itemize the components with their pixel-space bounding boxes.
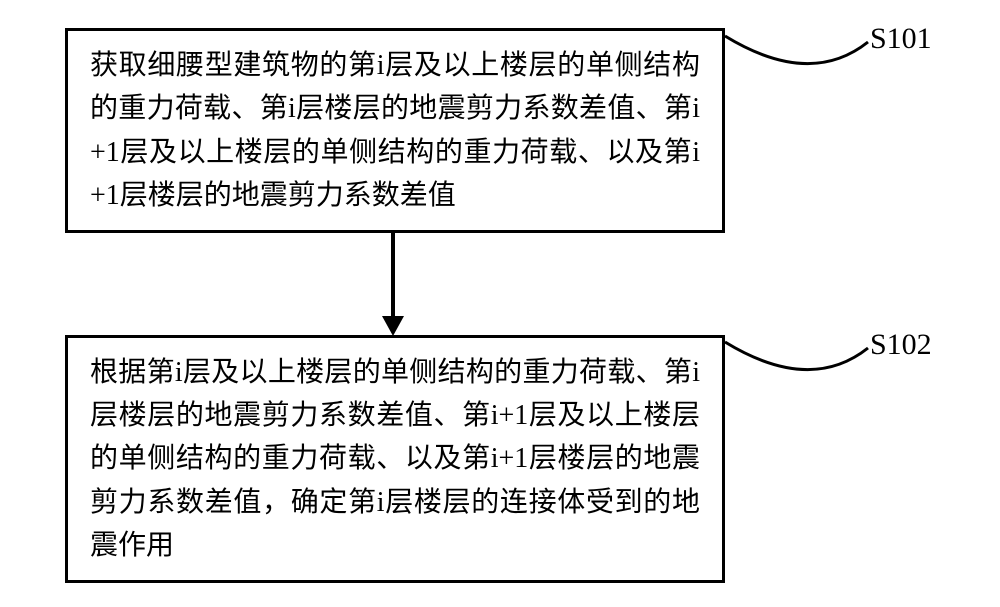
flow-arrow-line	[391, 233, 395, 316]
step-label-s102: S102	[870, 328, 932, 362]
connector-1	[720, 31, 873, 93]
flow-step-2: 根据第i层及以上楼层的单侧结构的重力荷载、第i层楼层的地震剪力系数差值、第i+1…	[65, 335, 725, 583]
connector-2	[720, 337, 873, 399]
step-label-s101: S101	[870, 22, 932, 56]
flow-arrow-head	[382, 316, 404, 336]
flow-step-2-text: 根据第i层及以上楼层的单侧结构的重力荷载、第i层楼层的地震剪力系数差值、第i+1…	[90, 351, 700, 568]
flow-step-1: 获取细腰型建筑物的第i层及以上楼层的单侧结构的重力荷载、第i层楼层的地震剪力系数…	[65, 28, 725, 233]
diagram-canvas: 获取细腰型建筑物的第i层及以上楼层的单侧结构的重力荷载、第i层楼层的地震剪力系数…	[0, 0, 1000, 607]
flow-step-1-text: 获取细腰型建筑物的第i层及以上楼层的单侧结构的重力荷载、第i层楼层的地震剪力系数…	[90, 44, 700, 218]
